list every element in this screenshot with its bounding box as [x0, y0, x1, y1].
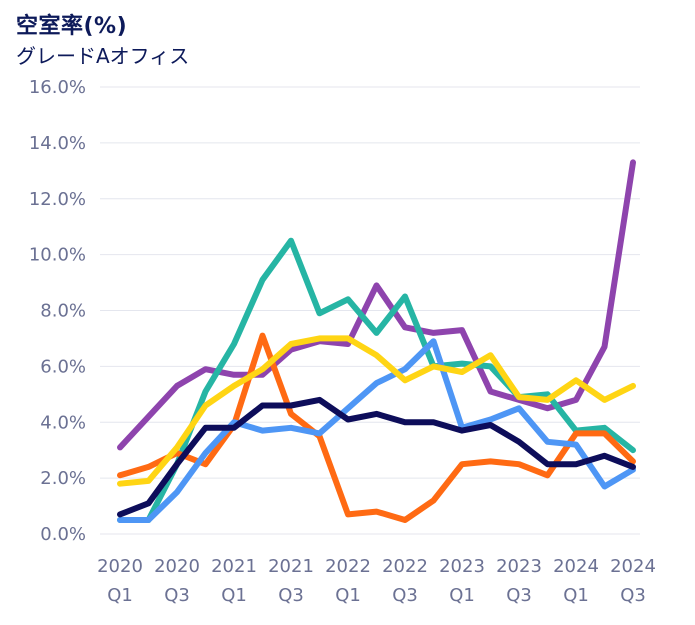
y-tick-label: 12.0% [29, 189, 86, 210]
x-tick-label-quarter: Q1 [221, 585, 247, 606]
x-tick-label-quarter: Q3 [392, 585, 418, 606]
y-tick-label: 10.0% [29, 245, 86, 266]
x-tick-label-quarter: Q3 [164, 585, 190, 606]
series-line-6 [117, 335, 636, 487]
x-tick-label-quarter: Q3 [506, 585, 532, 606]
chart-title: 空室率(%) [16, 14, 128, 39]
x-tick-label-quarter: Q3 [278, 585, 304, 606]
y-tick-label: 14.0% [29, 133, 86, 154]
y-tick-label: 2.0% [40, 468, 86, 489]
x-tick-label-quarter: Q1 [563, 585, 589, 606]
y-axis-tick-labels: 0.0% 2.0% 4.0% 6.0% 8.0% 10.0% 12.0% 14.0% 16.0% [29, 77, 86, 545]
x-tick-label-year: 2023 [439, 556, 485, 577]
x-tick-label-quarter: Q1 [335, 585, 361, 606]
x-tick-label-year: 2021 [211, 556, 257, 577]
y-tick-label: 6.0% [40, 356, 86, 377]
y-tick-label: 8.0% [40, 301, 86, 322]
x-tick-label-year: 2021 [268, 556, 314, 577]
series-line-2 [117, 237, 636, 523]
x-tick-label-year: 2020 [154, 556, 200, 577]
x-tick-label-year: 2023 [496, 556, 542, 577]
y-tick-label: 4.0% [40, 412, 86, 433]
x-tick-label-quarter: Q1 [107, 585, 133, 606]
grid-lines [100, 86, 640, 535]
y-tick-label: 16.0% [29, 77, 86, 98]
series-line-5 [117, 396, 636, 518]
x-tick-label-year: 2024 [553, 556, 599, 577]
x-tick-label-quarter: Q1 [449, 585, 475, 606]
chart-subtitle: グレードAオフィス [16, 44, 190, 68]
x-tick-label-year: 2024 [610, 556, 656, 577]
x-tick-label-year: 2020 [97, 556, 143, 577]
series-line-1 [117, 159, 636, 451]
series-line-3 [117, 332, 636, 523]
x-tick-label-year: 2022 [382, 556, 428, 577]
x-axis-tick-labels: 2020 Q1 2020 Q3 2021 Q1 2021 Q3 2022 Q1 2022 Q3 2023… [97, 556, 656, 606]
series-lines [117, 159, 636, 523]
x-tick-label-quarter: Q3 [620, 585, 646, 606]
y-tick-label: 0.0% [40, 524, 86, 545]
series-line-4 [117, 338, 636, 523]
x-tick-label-year: 2022 [325, 556, 371, 577]
